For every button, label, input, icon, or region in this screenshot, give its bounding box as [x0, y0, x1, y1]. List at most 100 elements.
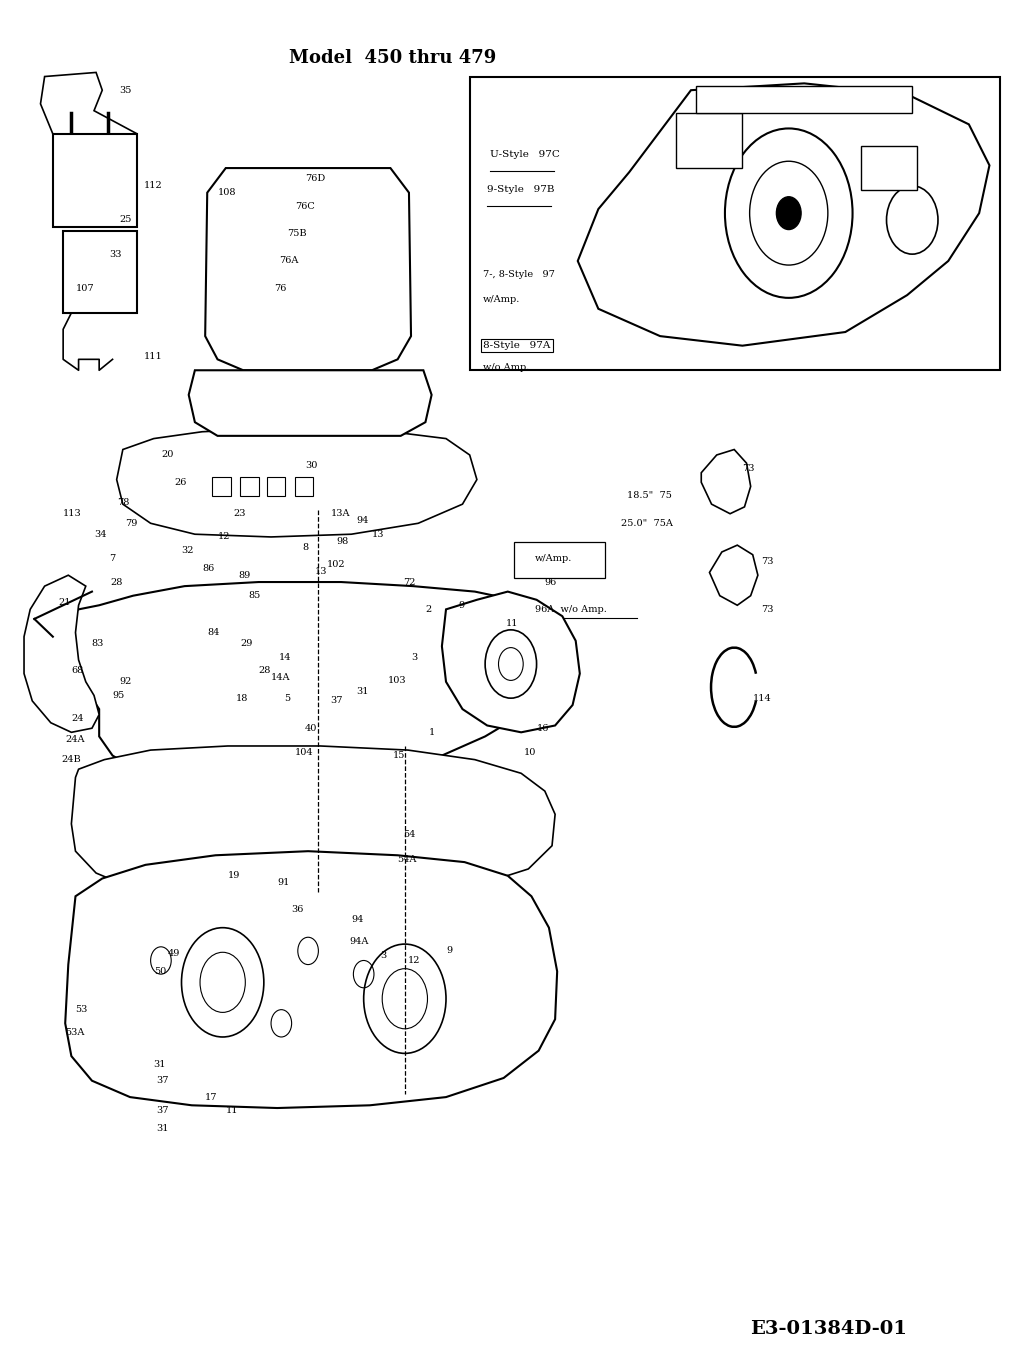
- Polygon shape: [61, 582, 559, 780]
- Text: 13: 13: [316, 567, 328, 575]
- Text: 36: 36: [292, 905, 304, 914]
- Text: 79: 79: [125, 519, 137, 528]
- Text: 49: 49: [168, 949, 181, 958]
- Text: 8: 8: [302, 543, 308, 552]
- Text: 68: 68: [71, 667, 84, 675]
- Text: 10: 10: [524, 749, 537, 757]
- Bar: [213, 476, 231, 496]
- Text: 28: 28: [259, 667, 271, 675]
- Polygon shape: [442, 591, 580, 732]
- Text: 86: 86: [202, 564, 215, 572]
- Text: 31: 31: [356, 687, 369, 695]
- Text: 95: 95: [112, 691, 125, 700]
- Text: 11: 11: [226, 1106, 238, 1116]
- Text: 40: 40: [305, 724, 318, 732]
- Text: 50: 50: [154, 967, 166, 976]
- Text: 84: 84: [207, 628, 220, 637]
- Text: 89: 89: [238, 571, 251, 579]
- Circle shape: [776, 197, 801, 230]
- Text: 94A: 94A: [349, 936, 368, 946]
- Text: 8-Style   97A: 8-Style 97A: [483, 341, 550, 350]
- Text: 96: 96: [545, 578, 557, 586]
- Text: 9: 9: [446, 946, 452, 956]
- Text: 18.5"  75: 18.5" 75: [627, 491, 672, 501]
- Text: 3: 3: [380, 950, 386, 960]
- Text: 29: 29: [240, 639, 253, 648]
- Polygon shape: [189, 370, 431, 435]
- Text: 12: 12: [218, 533, 230, 542]
- Polygon shape: [65, 852, 557, 1108]
- Polygon shape: [117, 427, 477, 537]
- Text: 114: 114: [752, 694, 772, 702]
- Text: 76C: 76C: [295, 201, 315, 211]
- Text: 94: 94: [351, 914, 363, 924]
- Text: 24: 24: [71, 715, 84, 723]
- Polygon shape: [709, 545, 757, 605]
- Text: 9-Style   97B: 9-Style 97B: [487, 185, 554, 194]
- Text: 11: 11: [506, 619, 518, 627]
- Text: 98: 98: [335, 537, 348, 546]
- Text: 73: 73: [761, 605, 773, 613]
- Text: 9: 9: [458, 601, 464, 609]
- Text: 103: 103: [387, 676, 406, 684]
- Text: 16: 16: [537, 724, 549, 732]
- Text: 33: 33: [109, 249, 122, 259]
- Text: 1: 1: [428, 728, 434, 737]
- Text: 112: 112: [143, 181, 162, 190]
- Text: 37: 37: [156, 1076, 168, 1086]
- Text: 96A  w/o Amp.: 96A w/o Amp.: [535, 605, 607, 613]
- Text: 54A: 54A: [397, 854, 417, 864]
- Text: U-Style   97C: U-Style 97C: [490, 151, 560, 159]
- Bar: [240, 476, 259, 496]
- Text: 37: 37: [330, 697, 344, 705]
- Polygon shape: [578, 84, 990, 346]
- Text: w/o Amp.: w/o Amp.: [483, 363, 529, 372]
- Text: 76A: 76A: [280, 256, 298, 266]
- Text: 83: 83: [91, 639, 103, 648]
- Bar: [295, 476, 314, 496]
- Text: 31: 31: [154, 1060, 166, 1069]
- Text: 3: 3: [411, 653, 417, 661]
- Bar: [861, 146, 917, 190]
- Text: 30: 30: [305, 461, 318, 471]
- Text: 35: 35: [120, 86, 132, 94]
- Text: 31: 31: [156, 1124, 168, 1134]
- Text: 23: 23: [233, 509, 246, 519]
- Text: 17: 17: [205, 1092, 218, 1102]
- Polygon shape: [24, 575, 99, 732]
- Text: 76: 76: [275, 283, 287, 293]
- Text: 13A: 13A: [330, 509, 350, 519]
- Text: 75B: 75B: [288, 229, 308, 238]
- Text: 32: 32: [182, 546, 194, 554]
- Polygon shape: [702, 449, 750, 513]
- Text: 92: 92: [120, 678, 132, 686]
- Text: 108: 108: [218, 188, 236, 197]
- Text: 2: 2: [425, 605, 431, 613]
- Text: 5: 5: [285, 694, 291, 702]
- Text: 72: 72: [402, 578, 415, 586]
- Text: 73: 73: [761, 557, 773, 565]
- Text: 24A: 24A: [65, 735, 85, 743]
- Text: w/Amp.: w/Amp.: [535, 554, 572, 563]
- Text: 26: 26: [174, 478, 187, 487]
- Text: 24B: 24B: [61, 756, 80, 764]
- Text: 21: 21: [58, 598, 70, 606]
- Text: 104: 104: [295, 749, 314, 757]
- Text: 15: 15: [392, 752, 405, 760]
- Text: 34: 34: [94, 530, 106, 539]
- Bar: [470, 77, 1000, 370]
- Polygon shape: [71, 746, 555, 901]
- Text: 25.0"  75A: 25.0" 75A: [621, 519, 673, 528]
- Text: 7-, 8-Style   97: 7-, 8-Style 97: [483, 270, 555, 279]
- Text: 19: 19: [228, 871, 240, 880]
- Bar: [676, 114, 742, 168]
- Bar: [63, 231, 137, 314]
- Bar: [53, 134, 137, 227]
- Text: 53A: 53A: [65, 1028, 85, 1038]
- Bar: [697, 86, 912, 114]
- Text: 14: 14: [280, 653, 292, 661]
- Text: 14A: 14A: [271, 674, 291, 682]
- Text: 25: 25: [120, 215, 132, 225]
- Text: 111: 111: [143, 352, 162, 361]
- Text: 20: 20: [161, 450, 173, 460]
